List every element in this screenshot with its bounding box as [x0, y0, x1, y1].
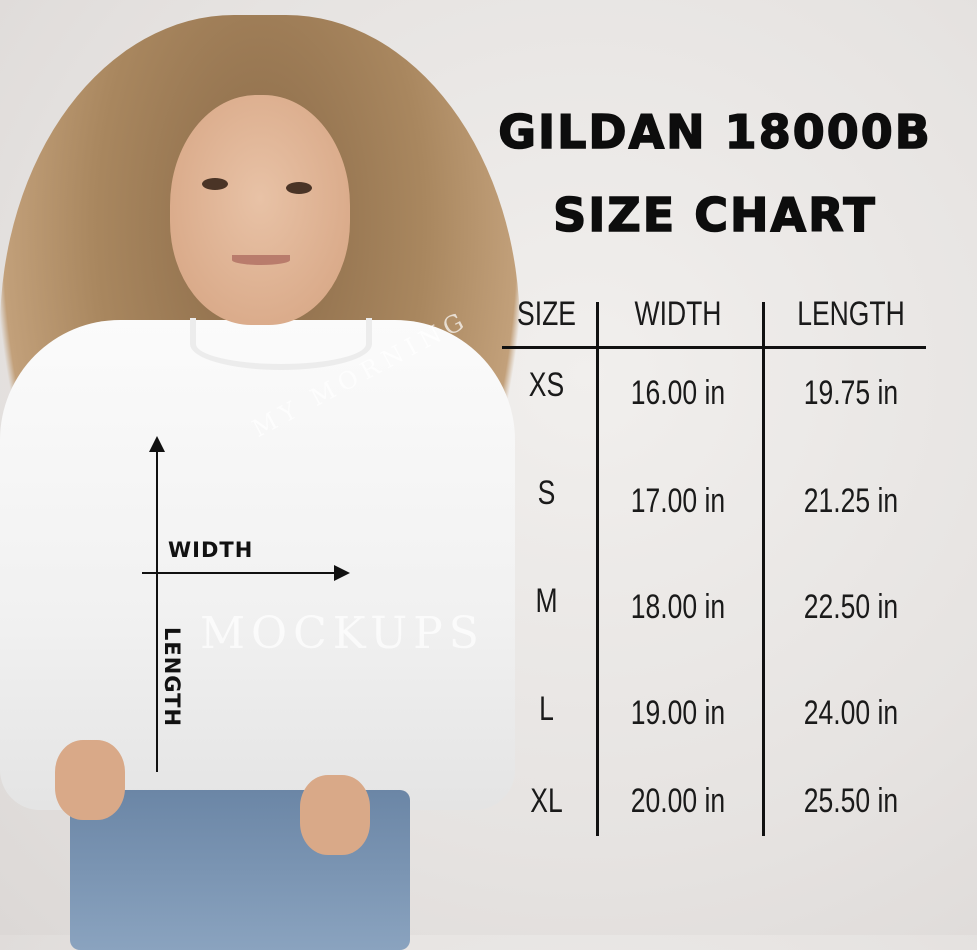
model-face [170, 95, 350, 325]
model-mouth [232, 255, 290, 265]
model-eye [286, 182, 312, 194]
cell-size: XL [530, 782, 563, 820]
cell-width: 20.00 in [630, 782, 726, 820]
cell-length: 22.50 in [803, 588, 899, 626]
arrow-up-icon [149, 436, 165, 452]
header-length: LENGTH [797, 295, 905, 333]
model-hand [300, 775, 370, 855]
width-arrow-line [142, 572, 338, 574]
cell-length: 19.75 in [803, 374, 899, 412]
arrow-right-icon [334, 565, 350, 581]
model-hand [55, 740, 125, 820]
width-label: WIDTH [168, 538, 254, 562]
cell-width: 17.00 in [630, 482, 726, 520]
cell-length: 25.50 in [803, 782, 899, 820]
cell-size: L [539, 690, 554, 728]
cell-size: M [535, 582, 558, 620]
title-line-1: GILDAN 18000B [497, 104, 932, 160]
cell-length: 21.25 in [803, 482, 899, 520]
header-width: WIDTH [634, 295, 722, 333]
cell-width: 16.00 in [630, 374, 726, 412]
column-divider [596, 302, 599, 836]
model-eye [202, 178, 228, 190]
cell-size: S [537, 474, 556, 512]
header-size: SIZE [517, 295, 576, 333]
cell-length: 24.00 in [803, 694, 899, 732]
cell-width: 18.00 in [630, 588, 726, 626]
header-divider [502, 346, 926, 349]
sweatshirt-collar [190, 318, 372, 370]
watermark-bottom: MOCKUPS [200, 608, 485, 659]
length-arrow-line [156, 450, 158, 772]
column-divider [762, 302, 765, 836]
sweatshirt [0, 320, 515, 810]
title-line-2: SIZE CHART [552, 187, 877, 243]
cell-width: 19.00 in [630, 694, 726, 732]
cell-size: XS [528, 366, 565, 404]
length-label: LENGTH [160, 626, 185, 728]
